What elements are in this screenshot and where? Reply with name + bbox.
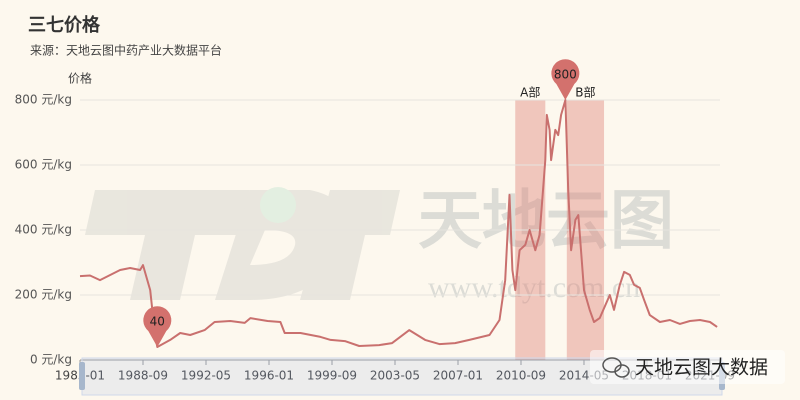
chart-subtitle: 来源：天地云图中药产业大数据平台 xyxy=(30,43,222,58)
x-tick-label: 1996-01 xyxy=(244,369,294,383)
x-tick-label: 1999-09 xyxy=(307,369,357,383)
x-tick-label: 2010-09 xyxy=(496,369,546,383)
zoom-handle[interactable] xyxy=(79,362,85,390)
x-tick-label: 1988-09 xyxy=(118,369,168,383)
footer-text: 天地云图大数据 xyxy=(635,357,768,379)
y-tick-label: 200 元/kg xyxy=(15,288,72,302)
footer-badge xyxy=(590,350,785,384)
x-tick-label: 1992-05 xyxy=(181,369,231,383)
y-tick-label: 400 元/kg xyxy=(15,223,72,237)
plot-area: A部 B部 0 元/kg 200 元/kg 400 元/kg 600 元/kg 800 元/… xyxy=(15,59,735,383)
mark-point-label: 40 xyxy=(150,315,165,329)
watermark-text: 天地云图 xyxy=(418,185,674,259)
mark-point-label: 800 xyxy=(554,68,577,82)
x-tick-label: 2003-05 xyxy=(370,369,420,383)
y-tick-label: 800 元/kg xyxy=(15,93,72,107)
mark-area-label: A部 xyxy=(520,85,540,100)
y-tick-label: 0 元/kg xyxy=(30,353,72,367)
y-tick-label: 600 元/kg xyxy=(15,158,72,172)
watermark-url: www.tdyt.com.cn xyxy=(428,271,640,304)
watermark-logo xyxy=(85,187,400,300)
price-line xyxy=(79,99,718,348)
x-tick-label: 2007-01 xyxy=(433,369,483,383)
y-axis-label: 价格 xyxy=(68,71,92,86)
mark-point xyxy=(551,59,580,100)
mark-area-label: B部 xyxy=(575,85,595,100)
mark-point xyxy=(143,306,172,347)
chart-title: 三七价格 xyxy=(28,14,101,36)
